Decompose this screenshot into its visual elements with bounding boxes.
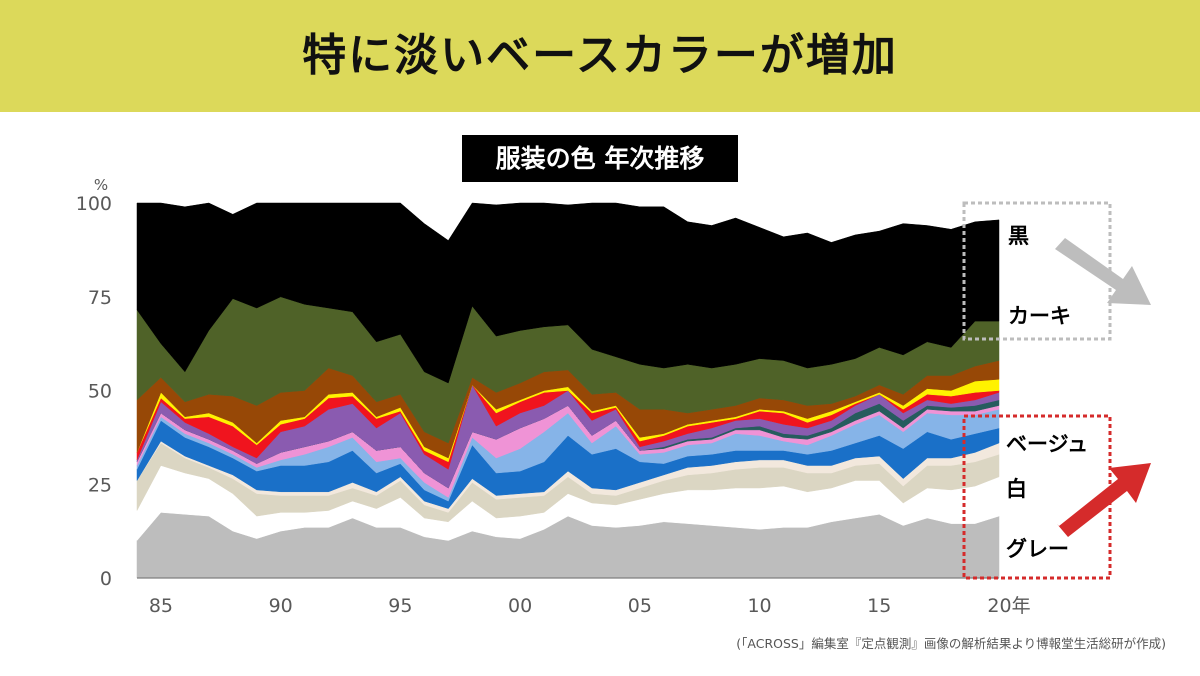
x-tick-label: 00	[508, 595, 532, 617]
label-white: 白	[1006, 477, 1027, 501]
title-banner	[0, 0, 1200, 112]
y-axis-ticks: 0 25 50 75 100	[76, 193, 112, 590]
x-tick-label: 10	[747, 595, 771, 617]
y-tick-label: 100	[76, 193, 112, 215]
dark-callout: 黒 カーキ	[962, 201, 1151, 341]
label-black: 黒	[1008, 224, 1029, 248]
chart-areas	[136, 202, 1000, 579]
y-tick-label: 0	[100, 568, 112, 590]
x-tick-label: 85	[149, 595, 173, 617]
source-note: (「ACROSS」編集室『定点観測』画像の解析結果より博報堂生活総研が作成)	[736, 636, 1166, 651]
arrow-up-icon	[1057, 463, 1151, 537]
area-series-13	[136, 202, 1000, 384]
light-callout: ベージュ 白 グレー	[962, 414, 1151, 580]
x-tick-label: 05	[628, 595, 652, 617]
chart-title: 服装の色 年次推移	[462, 135, 738, 182]
page-title: 特に淡いベースカラーが増加	[302, 30, 898, 81]
x-tick-label: 15	[867, 595, 891, 617]
y-tick-label: 50	[88, 381, 112, 403]
y-tick-label: 75	[88, 287, 112, 309]
chart-axes: 85 90 95 00 05 10 15 20年 0 25 50 75 100 %	[76, 176, 1031, 617]
y-axis-unit-label: %	[94, 176, 108, 194]
x-tick-label: 95	[388, 595, 412, 617]
label-gray: グレー	[1006, 537, 1069, 561]
label-khaki: カーキ	[1008, 304, 1071, 328]
x-tick-label: 20年	[987, 595, 1030, 617]
y-tick-label: 25	[88, 474, 112, 496]
x-tick-label: 90	[269, 595, 293, 617]
arrow-down-icon	[1055, 238, 1151, 305]
label-beige: ベージュ	[1006, 432, 1088, 456]
x-axis-ticks: 85 90 95 00 05 10 15 20年	[149, 595, 1031, 617]
